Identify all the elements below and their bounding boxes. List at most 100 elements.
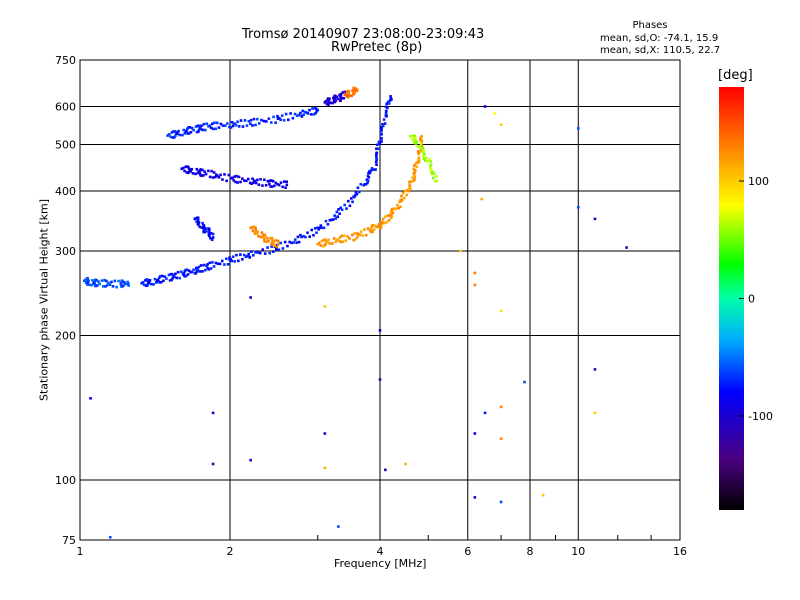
echo-point-x (364, 233, 368, 237)
echo-point-o (301, 109, 304, 113)
echo-point-o (226, 122, 229, 125)
echo-point-o (379, 133, 383, 136)
x-tick-label: 2 (227, 545, 234, 558)
echo-point-o (246, 177, 250, 181)
echo-point-noise (337, 525, 340, 528)
echo-point-o (251, 177, 254, 181)
echo-point-o (284, 112, 288, 116)
echo-point-x (419, 138, 422, 141)
echo-point-o (208, 234, 211, 238)
echo-point-x (341, 240, 345, 244)
echo-point-x (422, 154, 425, 158)
echo-point-o (297, 113, 301, 117)
echo-point-o (353, 195, 356, 199)
echo-point-o (384, 110, 388, 113)
echo-point-o (268, 182, 271, 186)
echo-point-x (389, 212, 393, 215)
echo-point-o (115, 285, 118, 289)
echo-point-o (255, 117, 259, 121)
echo-point-o (105, 284, 109, 287)
echo-point-o (105, 279, 108, 283)
echo-point-x (271, 238, 274, 241)
echo-point-o (295, 241, 298, 244)
echo-point-o (213, 121, 216, 125)
echo-point-noise (576, 127, 580, 130)
echo-point-x (413, 178, 416, 181)
echo-point-noise (593, 217, 597, 221)
y-tick-label: 100 (55, 474, 76, 487)
echo-point-o (327, 100, 331, 103)
echo-point-o (242, 179, 246, 182)
echo-point-o (197, 130, 200, 133)
echo-point-o (269, 121, 273, 124)
echo-point-o (207, 169, 210, 173)
y-tick-label: 75 (62, 534, 76, 547)
echo-point-o (236, 181, 239, 184)
echo-point-o (351, 200, 354, 204)
echo-point-x (381, 217, 385, 221)
echo-point-o (175, 276, 178, 280)
echo-point-o (190, 167, 194, 171)
chart-title: Tromsø 20140907 23:08:00-23:09:43 (242, 27, 485, 42)
x-tick-label: 4 (377, 545, 384, 558)
echo-point-o (374, 160, 378, 164)
echo-point-o (195, 270, 198, 273)
echo-point-o (248, 181, 252, 185)
echo-point-o (281, 247, 285, 250)
echo-point-x (413, 134, 416, 138)
echo-point-o (331, 218, 335, 221)
echo-point-o (375, 154, 378, 158)
echo-point-o (257, 183, 261, 187)
echo-point-o (334, 217, 338, 220)
echo-point-o (293, 238, 297, 241)
echo-point-noise (249, 296, 252, 299)
echo-point-o (300, 235, 303, 239)
echo-point-x (412, 167, 415, 171)
echo-point-o (207, 268, 211, 271)
echo-point-o (312, 233, 315, 237)
echo-point-x (334, 240, 338, 244)
echo-point-x (419, 149, 422, 153)
echo-point-o (253, 179, 257, 183)
echo-point-o (282, 118, 286, 122)
echo-point-o (91, 282, 95, 286)
echo-point-o (146, 283, 150, 286)
echo-point-o (260, 118, 263, 122)
echo-point-noise (625, 246, 628, 249)
echo-point-o (268, 251, 271, 255)
echo-point-o (353, 194, 357, 197)
echo-point-o (250, 250, 253, 253)
echo-point-o (217, 126, 221, 129)
echo-point-o (201, 270, 204, 273)
echo-point-o (182, 272, 186, 275)
echo-point-o (91, 279, 94, 282)
echo-point-o (236, 120, 239, 124)
echo-point-x (262, 236, 266, 240)
echo-point-o (239, 119, 243, 122)
echo-point-o (186, 273, 190, 276)
echo-point-noise (499, 437, 503, 440)
echo-point-o (104, 285, 107, 288)
echo-point-noise (211, 462, 215, 466)
echo-point-o (226, 263, 230, 266)
echo-point-x (416, 144, 420, 148)
echo-point-o (327, 101, 330, 105)
echo-point-o (299, 233, 302, 237)
echo-point-x (323, 244, 326, 248)
echo-point-o (329, 101, 332, 105)
echo-point-o (111, 285, 115, 288)
echo-point-o (237, 175, 241, 179)
echo-point-o (86, 277, 89, 281)
y-tick-label: 200 (55, 330, 76, 343)
echo-point-x (413, 169, 417, 172)
echo-point-o (375, 151, 379, 155)
echo-point-o (201, 128, 204, 132)
stats-heading: Phases (632, 20, 668, 31)
echo-point-x (317, 241, 321, 245)
echo-point-x (414, 142, 418, 145)
echo-point-noise (108, 535, 112, 539)
echo-point-x (402, 196, 406, 200)
echo-point-o (219, 122, 223, 126)
echo-point-x (274, 239, 278, 242)
echo-point-o (252, 181, 255, 185)
